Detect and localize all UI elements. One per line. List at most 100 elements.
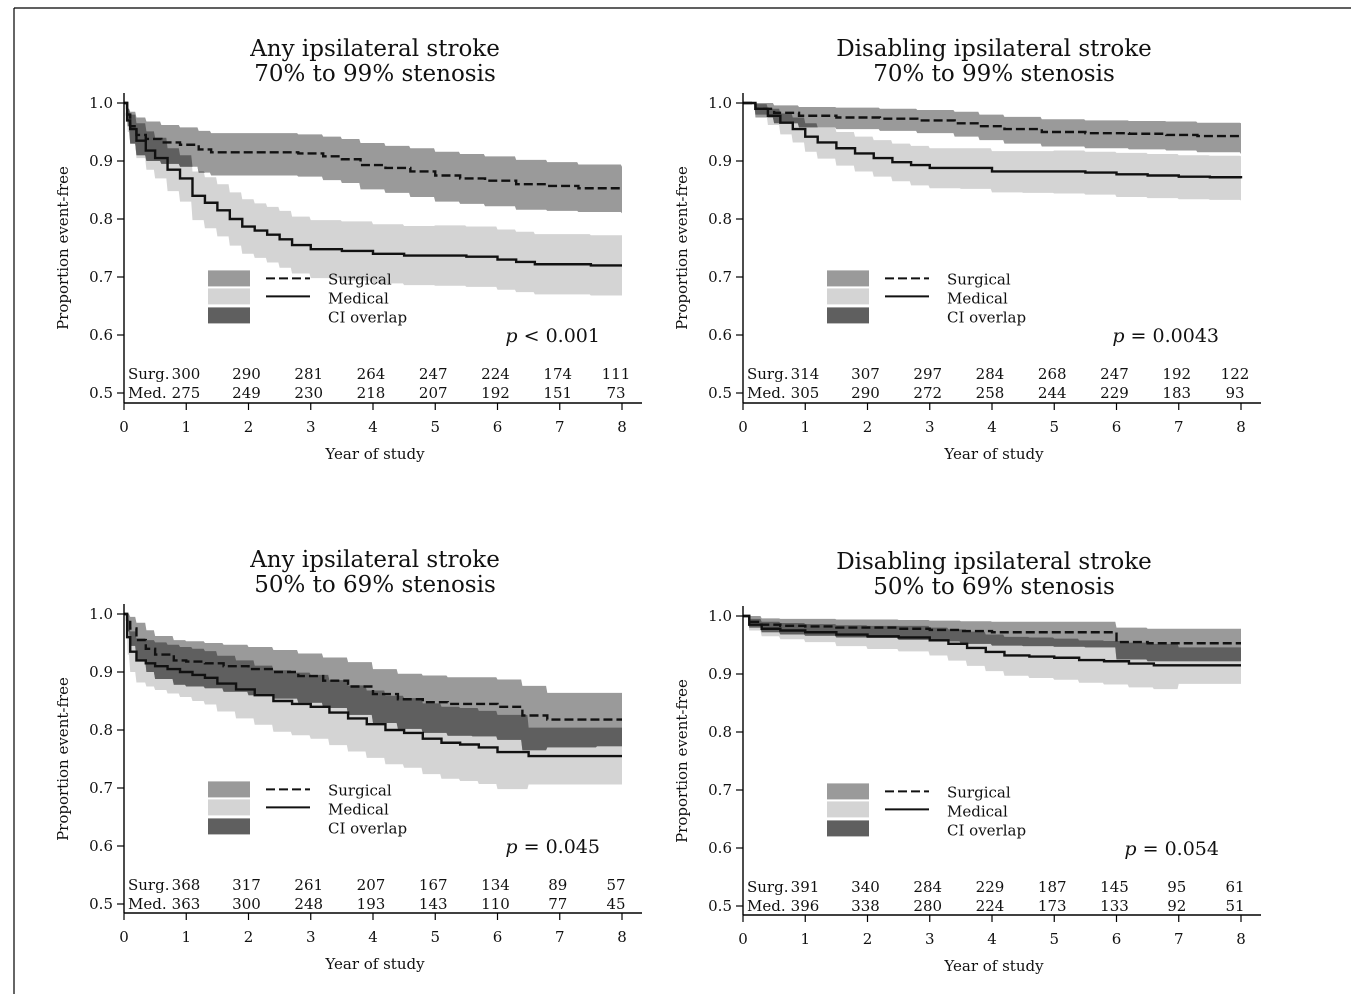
at-risk-count: 230 [294, 384, 323, 402]
at-risk-count: 111 [602, 365, 631, 383]
p-value-symbol: p [505, 325, 517, 347]
x-tick-label: 6 [1112, 930, 1122, 948]
at-risk-count: 187 [1038, 878, 1067, 896]
x-tick-label: 8 [1236, 418, 1246, 436]
at-risk-count: 264 [357, 365, 386, 383]
chart-title: Any ipsilateral stroke [249, 36, 500, 62]
y-tick-label: 0.9 [89, 663, 113, 681]
at-risk-count: 110 [481, 895, 510, 913]
at-risk-count: 272 [913, 384, 942, 402]
legend-swatch-medical [827, 288, 869, 305]
at-risk-label: Med. [128, 384, 167, 402]
legend-label-overlap: CI overlap [328, 819, 407, 837]
x-tick-label: 1 [800, 930, 810, 948]
y-tick-label: 0.9 [89, 152, 113, 170]
y-axis-label: Proportion event-free [54, 166, 72, 330]
x-tick-label: 8 [1236, 930, 1246, 948]
y-tick-label: 0.5 [708, 384, 732, 402]
x-tick-label: 2 [863, 418, 873, 436]
at-risk-count: 224 [481, 365, 510, 383]
legend-swatch-overlap [827, 307, 869, 324]
y-tick-label: 1.0 [89, 605, 113, 623]
x-tick-label: 7 [555, 418, 565, 436]
legend-swatch-surgical [827, 783, 869, 800]
at-risk-count: 145 [1100, 878, 1129, 896]
series-line-medical [743, 101, 1243, 179]
x-tick-label: 1 [181, 928, 191, 946]
p-value-number: = 0.0043 [1125, 325, 1219, 347]
at-risk-count: 207 [419, 384, 448, 402]
y-tick-label: 0.9 [708, 152, 732, 170]
x-axis-label: Year of study [943, 957, 1044, 975]
at-risk-count: 281 [294, 365, 323, 383]
at-risk-count: 61 [1225, 878, 1244, 896]
p-value-label: p < 0.001 [505, 325, 600, 347]
x-tick-label: 4 [987, 930, 997, 948]
at-risk-count: 45 [606, 895, 625, 913]
x-tick-label: 0 [738, 930, 748, 948]
legend-label-medical: Medical [947, 289, 1008, 307]
at-risk-count: 297 [913, 365, 942, 383]
x-tick-label: 7 [555, 928, 565, 946]
at-risk-count: 314 [791, 365, 820, 383]
at-risk-count: 229 [1100, 384, 1129, 402]
at-risk-count: 338 [851, 897, 880, 915]
at-risk-label: Surg. [128, 365, 169, 383]
at-risk-count: 224 [976, 897, 1005, 915]
legend-label-medical: Medical [328, 800, 389, 818]
legend-label-overlap: CI overlap [947, 821, 1026, 839]
at-risk-count: 173 [1038, 897, 1067, 915]
at-risk-count: 247 [419, 365, 448, 383]
at-risk-count: 244 [1038, 384, 1067, 402]
y-tick-label: 0.7 [708, 781, 732, 799]
at-risk-count: 95 [1167, 878, 1186, 896]
at-risk-count: 143 [419, 895, 448, 913]
chart-subtitle: 70% to 99% stenosis [873, 61, 1115, 87]
series-line-surgical [743, 614, 1241, 645]
at-risk-count: 268 [1038, 365, 1067, 383]
at-risk-count: 218 [357, 384, 386, 402]
series-line-surgical [124, 101, 624, 190]
at-risk-count: 300 [172, 365, 201, 383]
legend-label-medical: Medical [947, 802, 1008, 820]
at-risk-count: 396 [791, 897, 820, 915]
at-risk-count: 92 [1167, 897, 1186, 915]
legend-swatch-surgical [208, 270, 250, 287]
y-tick-label: 1.0 [708, 94, 732, 112]
x-tick-label: 3 [306, 418, 316, 436]
x-tick-label: 3 [306, 928, 316, 946]
x-tick-label: 2 [244, 418, 254, 436]
at-risk-count: 317 [232, 876, 261, 894]
at-risk-count: 290 [851, 384, 880, 402]
legend-label-surgical: Surgical [328, 781, 392, 799]
y-tick-label: 0.8 [89, 721, 113, 739]
at-risk-count: 192 [481, 384, 510, 402]
y-tick-label: 0.6 [708, 326, 732, 344]
at-risk-count: 275 [172, 384, 201, 402]
chart-subtitle: 70% to 99% stenosis [254, 61, 496, 87]
at-risk-count: 73 [606, 384, 625, 402]
at-risk-count: 261 [294, 876, 323, 894]
at-risk-label: Med. [747, 384, 786, 402]
at-risk-count: 229 [976, 878, 1005, 896]
legend-swatch-overlap [208, 818, 250, 835]
legend-label-surgical: Surgical [947, 783, 1011, 801]
p-value-number: = 0.054 [1137, 838, 1219, 860]
x-tick-label: 1 [800, 418, 810, 436]
x-tick-label: 5 [1049, 418, 1059, 436]
y-tick-label: 0.5 [89, 384, 113, 402]
ci-band-surgical [743, 103, 1241, 155]
x-tick-label: 5 [430, 418, 440, 436]
legend-swatch-overlap [827, 820, 869, 837]
legend-label-overlap: CI overlap [947, 308, 1026, 326]
series-line-medical [124, 101, 622, 267]
y-tick-label: 0.7 [89, 268, 113, 286]
at-risk-label: Surg. [747, 878, 788, 896]
y-axis-label: Proportion event-free [673, 679, 691, 843]
p-value-symbol: p [1124, 838, 1136, 860]
series-line-surgical [124, 612, 622, 721]
chart-title: Disabling ipsilateral stroke [836, 549, 1152, 575]
ci-band-medical [743, 103, 1241, 201]
at-risk-count: 300 [232, 895, 261, 913]
chart-title: Any ipsilateral stroke [249, 547, 500, 573]
